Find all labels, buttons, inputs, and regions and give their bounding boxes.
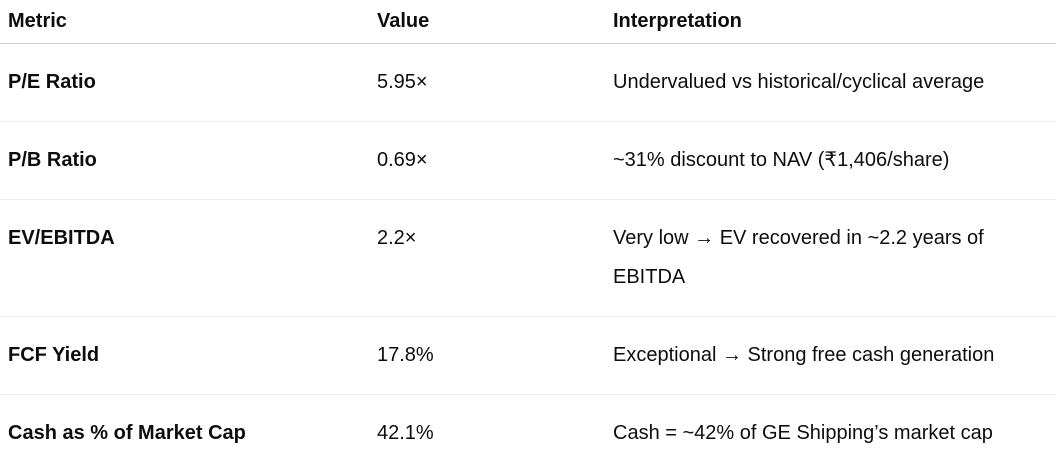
metric-cell: P/E Ratio — [0, 44, 369, 122]
table-row: P/B Ratio 0.69× ~31% discount to NAV (₹1… — [0, 122, 1056, 200]
interpretation-cell: ~31% discount to NAV (₹1,406/share) — [605, 122, 1056, 200]
column-header-value: Value — [369, 0, 605, 44]
interpretation-cell: Undervalued vs historical/cyclical avera… — [605, 44, 1056, 122]
value-cell: 17.8% — [369, 317, 605, 395]
metric-cell: FCF Yield — [0, 317, 369, 395]
interpretation-cell: Exceptional → Strong free cash generatio… — [605, 317, 1056, 395]
value-cell: 5.95× — [369, 44, 605, 122]
table-row: EV/EBITDA 2.2× Very low → EV recovered i… — [0, 200, 1056, 317]
value-cell: 2.2× — [369, 200, 605, 317]
value-cell: 42.1% — [369, 395, 605, 472]
column-header-interpretation: Interpretation — [605, 0, 1056, 44]
metric-cell: Cash as % of Market Cap — [0, 395, 369, 472]
value-cell: 0.69× — [369, 122, 605, 200]
column-header-metric: Metric — [0, 0, 369, 44]
interpretation-cell: Cash = ~42% of GE Shipping’s market cap — [605, 395, 1056, 472]
table-row: P/E Ratio 5.95× Undervalued vs historica… — [0, 44, 1056, 122]
header-row: Metric Value Interpretation — [0, 0, 1056, 44]
table-row: Cash as % of Market Cap 42.1% Cash = ~42… — [0, 395, 1056, 472]
table-row: FCF Yield 17.8% Exceptional → Strong fre… — [0, 317, 1056, 395]
metric-cell: EV/EBITDA — [0, 200, 369, 317]
interpretation-cell: Very low → EV recovered in ~2.2 years of… — [605, 200, 1056, 317]
metric-cell: P/B Ratio — [0, 122, 369, 200]
